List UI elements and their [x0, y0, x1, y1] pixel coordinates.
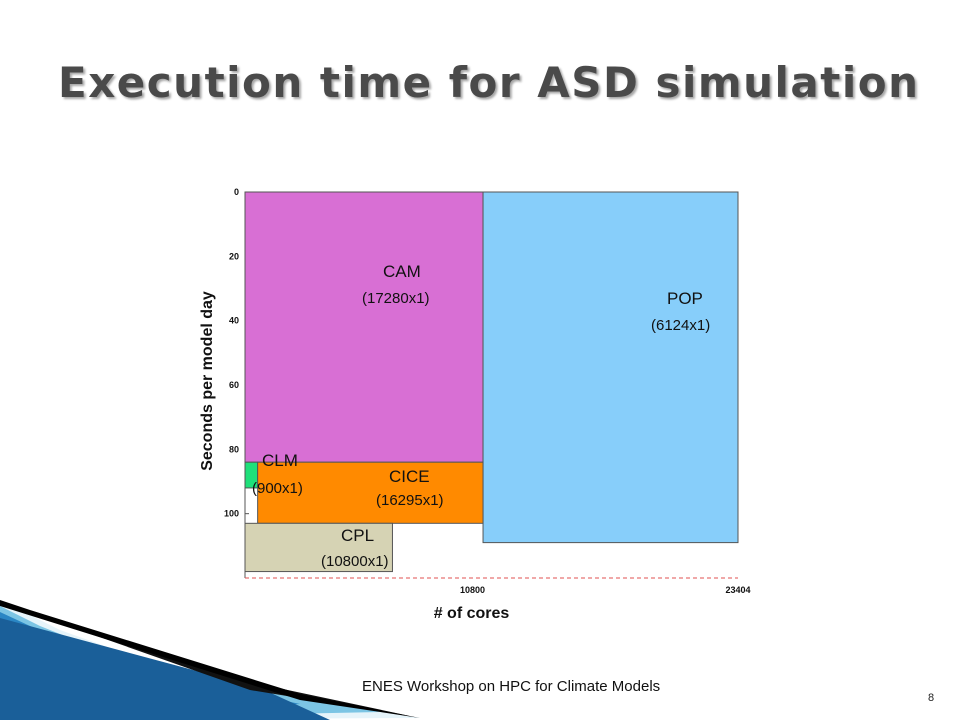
footer-text: ENES Workshop on HPC for Climate Models	[362, 678, 661, 695]
x-tick-label: 23404	[725, 585, 750, 595]
chart-axes: 0 20 40 60 80 100 10800 23404 # of cores Seconds …	[199, 187, 751, 622]
block-label-cice: CICE	[389, 467, 430, 486]
block-pop	[482, 191, 739, 544]
block-label-pop: POP	[667, 289, 703, 308]
y-tick-label: 80	[229, 444, 239, 454]
block-label-clm: CLM	[262, 451, 298, 470]
y-tick-label: 40	[229, 316, 239, 326]
block-sublabel-clm: (900x1)	[252, 480, 303, 497]
chart-labels: CAM (17280x1) POP (6124x1) CLM (900x1) CICE (16…	[252, 262, 710, 570]
block-sublabel-pop: (6124x1)	[651, 317, 710, 334]
block-sublabel-cice: (16295x1)	[376, 492, 444, 509]
corner-decoration	[0, 600, 430, 725]
y-tick-label: 60	[229, 380, 239, 390]
y-tick-label: 100	[224, 509, 239, 519]
block-cpl	[244, 522, 393, 573]
block-sublabel-cam: (17280x1)	[362, 290, 430, 307]
y-axis-label: Seconds per model day	[199, 291, 216, 471]
x-axis-label: # of cores	[434, 605, 510, 622]
block-cam	[244, 191, 484, 463]
slide-title: Execution time for ASD simulation	[58, 58, 920, 107]
chart-blocks	[244, 191, 739, 573]
x-tick-label: 10800	[460, 585, 485, 595]
y-tick-label: 0	[234, 187, 239, 197]
y-tick-label: 20	[229, 251, 239, 261]
block-label-cam: CAM	[383, 262, 421, 281]
page-number: 8	[928, 692, 935, 704]
block-label-cpl: CPL	[341, 526, 374, 545]
block-sublabel-cpl: (10800x1)	[321, 553, 389, 570]
